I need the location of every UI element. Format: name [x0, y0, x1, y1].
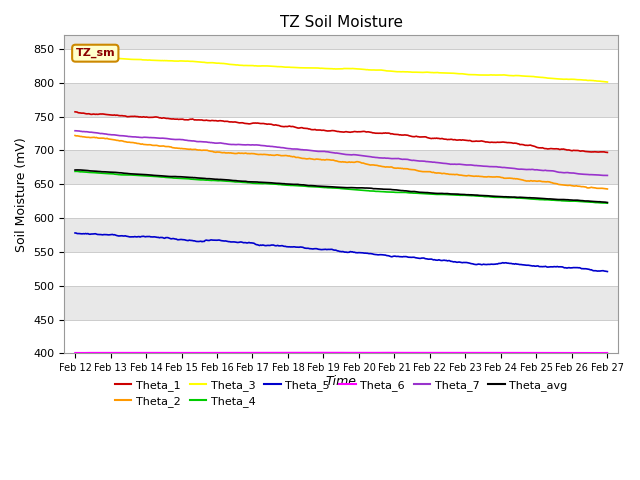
- Theta_2: [71, 132, 79, 138]
- Theta_3: [508, 73, 515, 79]
- Bar: [65, 117, 618, 150]
- Theta_5: [327, 246, 335, 252]
- Theta_6: [453, 349, 461, 355]
- Theta_avg: [592, 199, 600, 204]
- Theta_1: [327, 128, 335, 133]
- Theta_avg: [360, 185, 368, 191]
- Text: TZ_sm: TZ_sm: [76, 48, 115, 59]
- Theta_avg: [509, 194, 516, 200]
- Line: Theta_7: Theta_7: [75, 131, 607, 175]
- Theta_5: [604, 269, 611, 275]
- Theta_4: [71, 168, 79, 174]
- Theta_1: [388, 131, 396, 137]
- Theta_avg: [604, 200, 611, 205]
- Theta_avg: [72, 167, 80, 173]
- Line: Theta_avg: Theta_avg: [75, 170, 607, 203]
- Theta_avg: [328, 184, 336, 190]
- Bar: [65, 83, 618, 117]
- Theta_3: [388, 68, 396, 74]
- Theta_2: [388, 164, 396, 170]
- Theta_3: [604, 79, 611, 85]
- Theta_6: [388, 350, 396, 356]
- Line: Theta_3: Theta_3: [75, 56, 607, 82]
- Bar: [65, 49, 618, 83]
- Theta_3: [359, 66, 367, 72]
- Theta_6: [71, 350, 79, 356]
- Theta_1: [324, 128, 332, 134]
- Theta_6: [359, 350, 367, 356]
- Theta_5: [591, 268, 598, 274]
- Title: TZ Soil Moisture: TZ Soil Moisture: [280, 15, 403, 30]
- Theta_4: [592, 200, 600, 205]
- Theta_6: [324, 350, 332, 356]
- Theta_4: [360, 188, 368, 193]
- Bar: [65, 218, 618, 252]
- Theta_4: [509, 195, 516, 201]
- Theta_2: [324, 157, 332, 163]
- Theta_6: [509, 350, 516, 356]
- Theta_7: [359, 153, 367, 159]
- Theta_3: [71, 53, 79, 59]
- X-axis label: Time: Time: [326, 374, 356, 387]
- Theta_5: [71, 230, 79, 236]
- Theta_6: [604, 350, 611, 356]
- Theta_5: [324, 247, 332, 252]
- Theta_6: [586, 350, 594, 356]
- Line: Theta_2: Theta_2: [75, 135, 607, 189]
- Theta_5: [388, 254, 396, 260]
- Theta_avg: [325, 184, 333, 190]
- Theta_2: [604, 186, 611, 192]
- Theta_7: [388, 156, 396, 161]
- Theta_7: [71, 128, 79, 133]
- Bar: [65, 252, 618, 286]
- Theta_7: [327, 149, 335, 155]
- Theta_2: [508, 176, 515, 181]
- Theta_4: [604, 200, 611, 206]
- Bar: [65, 150, 618, 184]
- Y-axis label: Soil Moisture (mV): Soil Moisture (mV): [15, 137, 28, 252]
- Theta_5: [508, 261, 515, 266]
- Bar: [65, 286, 618, 320]
- Theta_avg: [71, 167, 79, 173]
- Theta_6: [327, 350, 335, 356]
- Line: Theta_4: Theta_4: [75, 171, 607, 203]
- Theta_2: [359, 160, 367, 166]
- Theta_1: [604, 150, 611, 156]
- Theta_7: [508, 165, 515, 171]
- Theta_1: [71, 109, 79, 115]
- Theta_3: [324, 66, 332, 72]
- Theta_3: [327, 66, 335, 72]
- Theta_2: [591, 185, 598, 191]
- Theta_6: [593, 350, 600, 356]
- Theta_1: [591, 149, 598, 155]
- Theta_5: [359, 250, 367, 256]
- Theta_7: [324, 149, 332, 155]
- Line: Theta_5: Theta_5: [75, 233, 607, 272]
- Theta_3: [591, 78, 598, 84]
- Theta_1: [508, 140, 515, 145]
- Theta_7: [604, 172, 611, 178]
- Theta_4: [389, 189, 397, 195]
- Theta_1: [359, 129, 367, 134]
- Bar: [65, 184, 618, 218]
- Legend: Theta_1, Theta_2, Theta_3, Theta_4, Theta_5, Theta_6, Theta_7, Theta_avg: Theta_1, Theta_2, Theta_3, Theta_4, Thet…: [110, 375, 572, 411]
- Theta_4: [74, 168, 81, 174]
- Bar: [65, 320, 618, 353]
- Line: Theta_1: Theta_1: [75, 112, 607, 153]
- Theta_7: [591, 172, 598, 178]
- Theta_4: [328, 185, 336, 191]
- Theta_avg: [389, 187, 397, 192]
- Theta_4: [325, 185, 333, 191]
- Theta_2: [327, 157, 335, 163]
